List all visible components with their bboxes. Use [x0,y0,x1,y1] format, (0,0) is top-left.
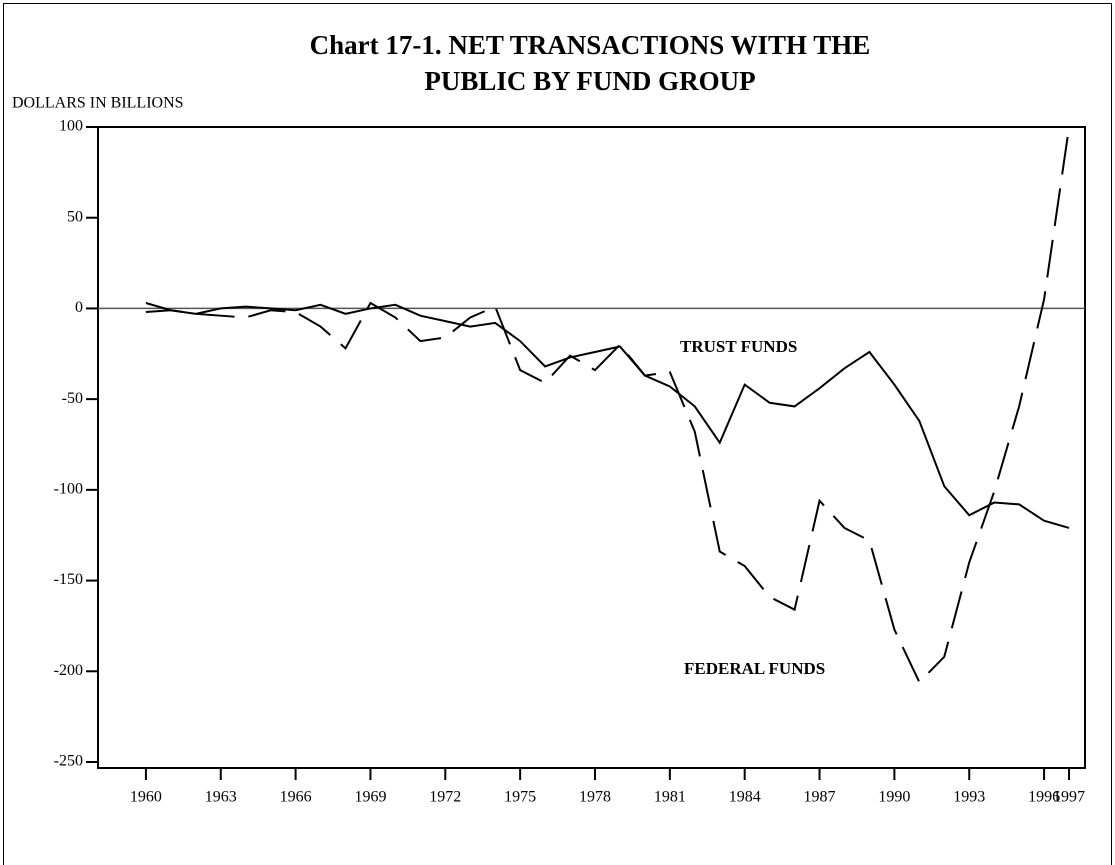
x-tick-label: 1966 [280,789,312,806]
series-line [145,303,1070,529]
page-border [3,3,1112,865]
x-tick-label: 1997 [1053,789,1085,806]
series-label: FEDERAL FUNDS [684,659,825,678]
x-tick-label: 1975 [504,789,536,806]
y-tick-label: 0 [75,299,83,316]
y-tick-label: -200 [54,662,83,679]
x-tick-label: 1978 [579,789,611,806]
plot-frame [97,126,1086,769]
y-tick-label: -250 [54,753,83,770]
x-tick-label: 1987 [804,789,836,806]
x-tick-label: 1960 [130,789,162,806]
series-line [145,126,1071,684]
x-tick-label: 1984 [729,789,761,806]
y-tick-label: -150 [54,571,83,588]
y-tick-label: -100 [54,481,83,498]
x-tick-label: 1981 [654,789,686,806]
x-tick-label: 1963 [205,789,237,806]
x-tick-label: 1990 [878,789,910,806]
y-tick-label: -50 [62,390,83,407]
y-axis-label: DOLLARS IN BILLIONS [12,95,184,112]
x-tick-label: 1969 [354,789,386,806]
y-tick-label: 50 [67,208,83,225]
x-tick-label: 1993 [953,789,985,806]
x-tick-label: 1972 [429,789,461,806]
series-label: TRUST FUNDS [680,337,797,356]
chart-title: PUBLIC BY FUND GROUP [424,66,755,96]
y-tick-label: 100 [59,118,83,135]
chart-title: Chart 17-1. NET TRANSACTIONS WITH THE [310,30,871,60]
x-tick-label: 1996 [1028,789,1060,806]
